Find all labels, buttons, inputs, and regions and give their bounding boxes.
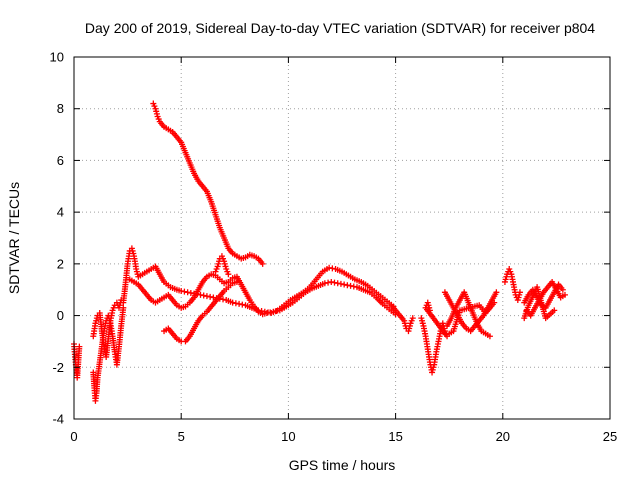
data-point [561, 291, 568, 298]
chart-title: Day 200 of 2019, Sidereal Day-to-day VTE… [85, 20, 595, 36]
series-high-descent [150, 100, 266, 267]
data-point [491, 299, 498, 306]
data-point [76, 343, 83, 350]
y-tick-label: 8 [57, 101, 64, 116]
series-cluster-18 [441, 289, 500, 340]
y-tick-label: 0 [57, 308, 64, 323]
y-tick-label: -4 [52, 412, 64, 427]
series-post-15 [388, 302, 416, 335]
series-dip-16 [418, 299, 451, 376]
data-point [409, 315, 416, 322]
grid-layer [74, 57, 610, 419]
data-point [551, 307, 558, 314]
series-early-branch [90, 297, 125, 360]
x-tick-label: 20 [496, 429, 510, 444]
plot-frame [73, 56, 611, 420]
y-tick-label: 4 [57, 205, 64, 220]
data-point [559, 286, 566, 293]
data-point [426, 307, 433, 314]
x-tick-label: 25 [603, 429, 617, 444]
data-point [259, 260, 266, 267]
data-point [493, 289, 500, 296]
series-hump [212, 253, 232, 278]
x-tick-label: 15 [388, 429, 402, 444]
y-tick-label: 10 [50, 50, 64, 65]
y-tick-label: 2 [57, 256, 64, 271]
series-spike-20 [501, 266, 523, 304]
x-axis-label: GPS time / hours [289, 457, 396, 473]
ticks-layer: 0 5 10 15 20 25 -4 -2 0 2 4 6 8 10 [50, 50, 618, 445]
series-lower-trace [126, 271, 399, 318]
y-tick-label: -2 [52, 360, 64, 375]
series-start-drop [71, 341, 83, 381]
x-tick-label: 5 [178, 429, 185, 444]
data-marks-layer [71, 100, 568, 404]
y-axis-label: SDTVAR / TECUs [6, 182, 22, 294]
data-point [486, 333, 493, 340]
data-point [516, 289, 523, 296]
series-mid-dip [161, 278, 240, 345]
x-tick-label: 0 [70, 429, 77, 444]
y-tick-label: 6 [57, 153, 64, 168]
data-point [225, 271, 232, 278]
series-cluster-22 [521, 278, 568, 322]
data-point [233, 278, 240, 285]
x-tick-label: 10 [281, 429, 295, 444]
